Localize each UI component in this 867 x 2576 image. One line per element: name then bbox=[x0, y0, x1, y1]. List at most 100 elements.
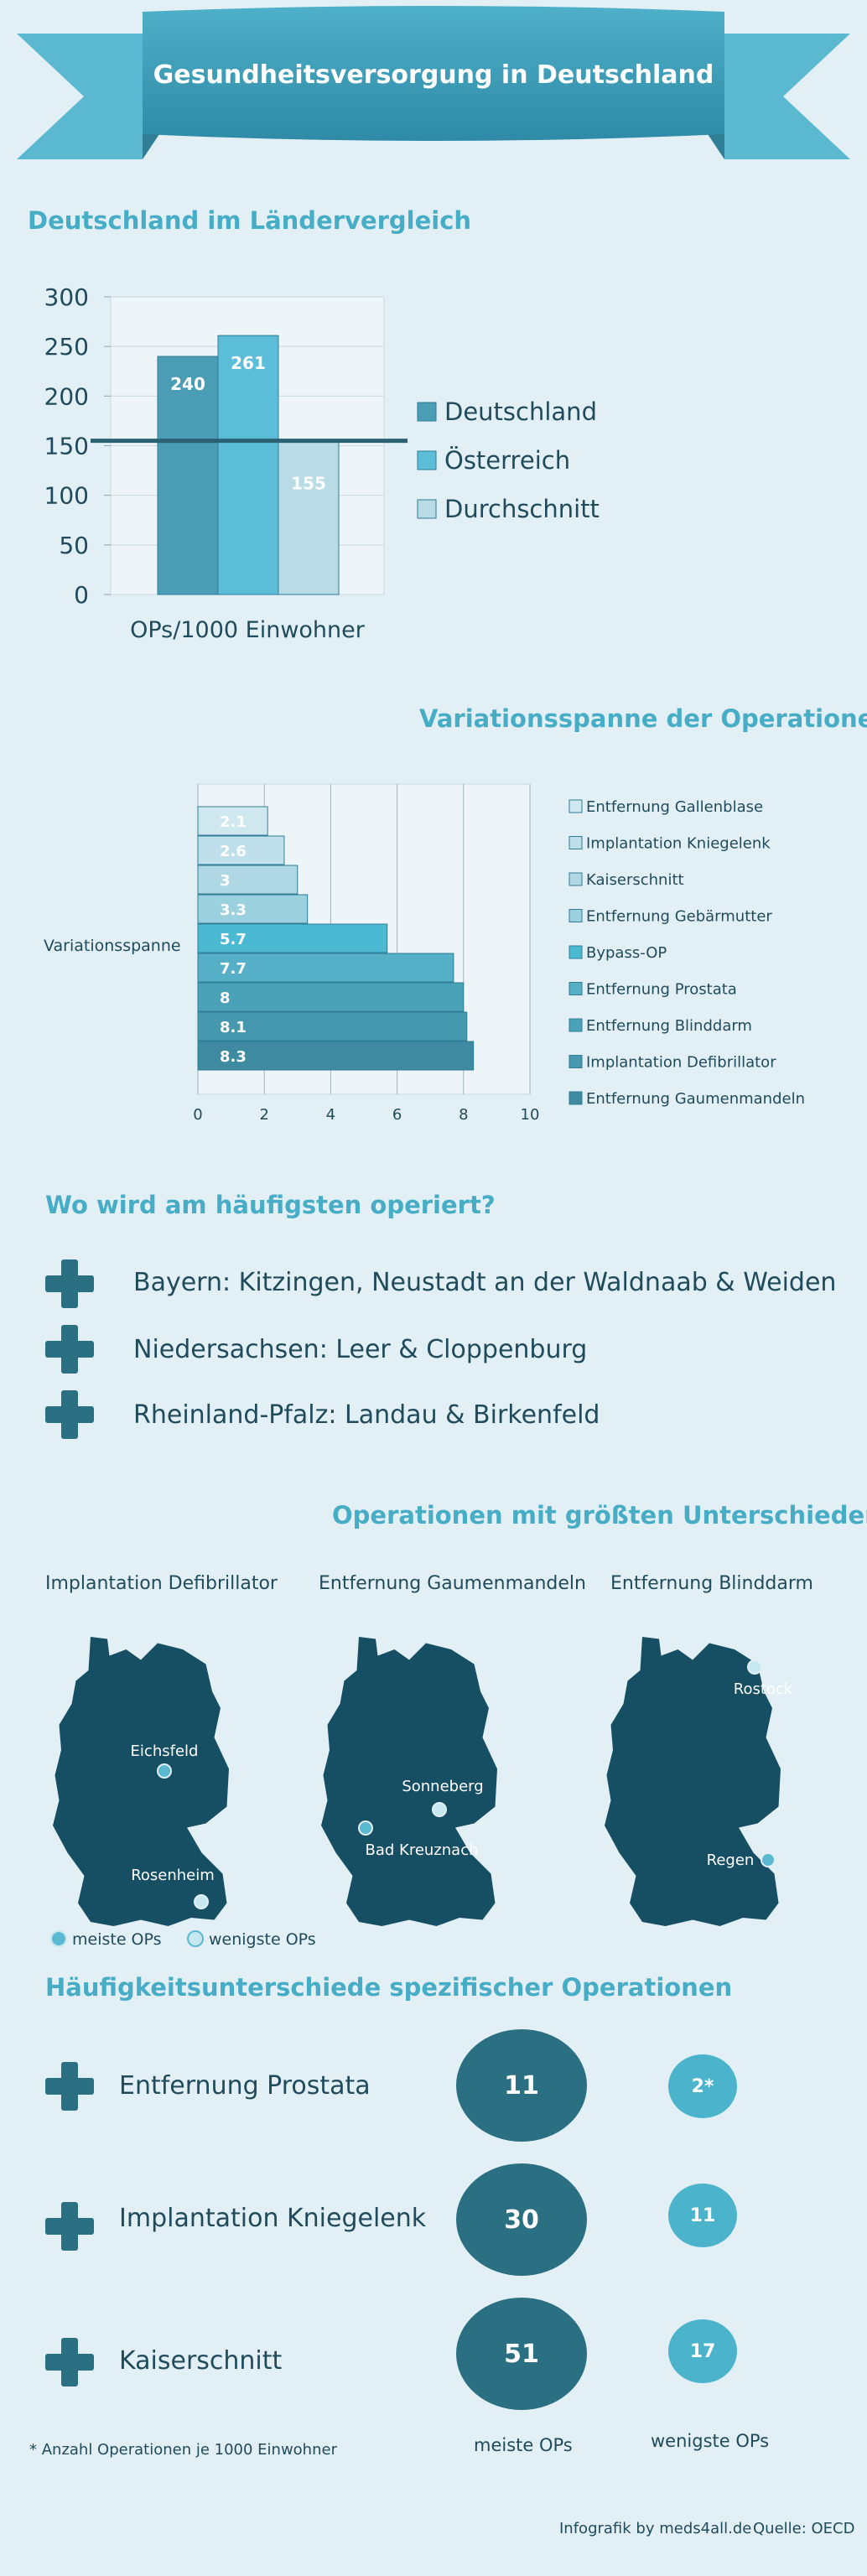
map-caption-defibrillator: Implantation Defibrillator bbox=[45, 1573, 278, 1594]
chart2-data-label: 8.3 bbox=[220, 1048, 247, 1066]
wenigste-value-kniegelenk: 11 bbox=[668, 2184, 737, 2247]
map-label-eichsfeld: Eichsfeld bbox=[131, 1742, 199, 1760]
chart1-legend-swatch bbox=[417, 450, 437, 470]
col-label-meiste: meiste OPs bbox=[474, 2435, 573, 2455]
chart2-xtick-label: 10 bbox=[521, 1106, 540, 1124]
chart2-bar bbox=[197, 1041, 475, 1071]
chart2-data-label: 7.7 bbox=[220, 960, 247, 978]
marker-wenigste bbox=[747, 1659, 762, 1675]
chart2-legend-swatch bbox=[568, 1055, 583, 1068]
title-banner: Gesundheitsversorgung in Deutschland bbox=[17, 6, 850, 159]
plus-icon bbox=[45, 2202, 94, 2251]
operiert-item-bayern: Bayern: Kitzingen, Neustadt an der Waldn… bbox=[133, 1268, 837, 1297]
chart1-ytick-label: 200 bbox=[44, 382, 89, 410]
banner-title: Gesundheitsversorgung in Deutschland bbox=[153, 60, 714, 90]
op-name-prostata: Entfernung Prostata bbox=[119, 2071, 371, 2101]
chart2-xtick-label: 0 bbox=[193, 1106, 202, 1124]
marker-meiste bbox=[358, 1820, 373, 1836]
chart1-legend-swatch bbox=[417, 499, 437, 519]
chart1-title: Deutschland im Ländervergleich bbox=[28, 206, 472, 235]
map-caption-blinddarm: Entfernung Blinddarm bbox=[610, 1573, 813, 1594]
comparison-bar-chart: 0 50 100 150 200 250 300 240 261 155 Deutschland… bbox=[44, 283, 600, 643]
chart2-xtick-label: 8 bbox=[459, 1106, 468, 1124]
chart1-ytick-label: 150 bbox=[44, 433, 89, 460]
map-label-sonneberg: Sonneberg bbox=[402, 1778, 483, 1795]
marker-meiste bbox=[761, 1852, 776, 1867]
chart2-legend-label: Entfernung Gallenblase bbox=[586, 798, 763, 816]
chart2-data-label: 8 bbox=[220, 989, 231, 1007]
chart2-data-label: 2.6 bbox=[220, 843, 247, 860]
chart2-bar bbox=[197, 982, 465, 1012]
plus-icon bbox=[45, 2062, 94, 2111]
map-caption-gaumenmandeln: Entfernung Gaumenmandeln bbox=[319, 1573, 586, 1594]
chart1-legend-swatch bbox=[417, 402, 437, 422]
col-label-wenigste: wenigste OPs bbox=[651, 2431, 770, 2451]
chart2-legend-label: Implantation Kniegelenk bbox=[586, 835, 771, 853]
chart1-xlabel: OPs/1000 Einwohner bbox=[130, 617, 366, 643]
chart2-legend-swatch bbox=[568, 909, 583, 922]
map-label-bad-kreuznach: Bad Kreuznach bbox=[365, 1841, 478, 1859]
chart2-ylabel: Variationsspanne bbox=[44, 937, 181, 955]
legend-wenigste-dot bbox=[187, 1930, 204, 1947]
chart2-bar bbox=[197, 865, 299, 895]
chart2-legend-swatch bbox=[568, 872, 583, 886]
chart1-legend-label: Deutschland bbox=[444, 397, 597, 426]
legend-meiste: meiste OPs bbox=[72, 1930, 162, 1949]
chart2-legend-label: Entfernung Blinddarm bbox=[586, 1017, 752, 1035]
chart2-data-label: 5.7 bbox=[220, 931, 247, 948]
plus-icon bbox=[45, 1259, 94, 1308]
map-label-regen: Regen bbox=[707, 1852, 755, 1869]
chart1-ytick-label: 50 bbox=[59, 532, 89, 559]
marker-wenigste bbox=[194, 1894, 209, 1909]
chart2-bar bbox=[197, 1011, 468, 1041]
germany-maps: Eichsfeld Rosenheim Sonneberg Bad Kreuzn… bbox=[50, 1637, 793, 1949]
chart2-bar bbox=[197, 806, 268, 836]
chart2-legend-swatch bbox=[568, 982, 583, 995]
chart2-bar bbox=[197, 835, 285, 865]
chart1-bar bbox=[217, 335, 279, 595]
meiste-value-kniegelenk: 30 bbox=[456, 2163, 587, 2276]
chart1-data-label: 261 bbox=[231, 353, 266, 373]
op-name-kaiserschnitt: Kaiserschnitt bbox=[119, 2346, 283, 2376]
chart1-legend-label: Österreich bbox=[444, 446, 570, 475]
chart2-legend-label: Entfernung Gaumenmandeln bbox=[586, 1090, 805, 1108]
map-label-rostock: Rostock bbox=[734, 1680, 793, 1698]
chart2-legend-label: Kaiserschnitt bbox=[586, 871, 684, 889]
chart2-legend-label: Implantation Defibrillator bbox=[586, 1054, 776, 1072]
footer-credit: Infografik by meds4all.de bbox=[559, 2520, 752, 2537]
chart2-data-label: 3 bbox=[220, 872, 231, 890]
haeufigkeit-title: Häufigkeitsunterschiede spezifischer Ope… bbox=[45, 1973, 733, 2002]
chart2-legend-label: Bypass-OP bbox=[586, 944, 667, 962]
plus-icon bbox=[45, 2338, 94, 2386]
footer-source: Quelle: OECD bbox=[753, 2520, 855, 2537]
meiste-value-kaiserschnitt: 51 bbox=[456, 2298, 587, 2410]
chart2-xtick-label: 2 bbox=[259, 1106, 268, 1124]
plus-icon bbox=[45, 1325, 94, 1374]
chart1-bar bbox=[278, 440, 340, 595]
variation-bar-chart: 0 2 4 6 8 10 2.1 2.6 3 3.3 5.7 7.7 8 8.1 8.3 Entfernu… bbox=[44, 783, 805, 1124]
operiert-item-rheinland-pfalz: Rheinland-Pfalz: Landau & Birkenfeld bbox=[133, 1400, 600, 1430]
wenigste-value-kaiserschnitt: 17 bbox=[668, 2319, 737, 2383]
chart2-data-label: 8.1 bbox=[220, 1019, 247, 1036]
wenigste-value-prostata: 2* bbox=[668, 2054, 737, 2118]
maps-title: Operationen mit größten Unterschieden bbox=[332, 1501, 867, 1530]
chart1-ytick-label: 0 bbox=[74, 581, 89, 609]
chart2-legend-swatch bbox=[568, 836, 583, 849]
operiert-item-niedersachsen: Niedersachsen: Leer & Cloppenburg bbox=[133, 1335, 588, 1364]
chart2-bar bbox=[197, 894, 309, 924]
chart2-xtick-label: 6 bbox=[392, 1106, 402, 1124]
chart2-bar bbox=[197, 923, 388, 953]
chart1-legend-label: Durchschnitt bbox=[444, 495, 600, 523]
marker-meiste bbox=[157, 1763, 172, 1779]
plus-icon bbox=[45, 1390, 94, 1439]
chart2-legend-swatch bbox=[568, 799, 583, 813]
meiste-value-prostata: 11 bbox=[456, 2029, 587, 2142]
chart2-legend-label: Entfernung Prostata bbox=[586, 981, 737, 999]
operiert-title: Wo wird am häufigsten operiert? bbox=[45, 1191, 496, 1219]
op-name-kniegelenk: Implantation Kniegelenk bbox=[119, 2204, 427, 2233]
chart2-legend-swatch bbox=[568, 945, 583, 959]
chart2-xtick-label: 4 bbox=[326, 1106, 335, 1124]
chart2-data-label: 3.3 bbox=[220, 901, 247, 919]
map-label-rosenheim: Rosenheim bbox=[131, 1867, 215, 1884]
chart2-legend-swatch bbox=[568, 1091, 583, 1105]
